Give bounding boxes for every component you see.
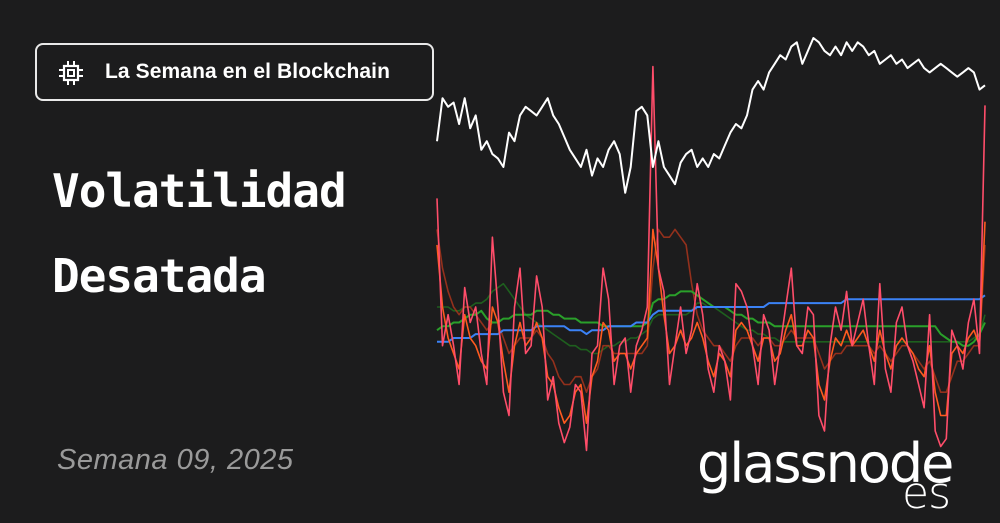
series-vol-3m bbox=[436, 290, 986, 347]
series-badge: La Semana en el Blockchain bbox=[35, 43, 434, 101]
series-vol-1y bbox=[437, 294, 986, 343]
page-title-line1: Volatilidad bbox=[52, 164, 347, 218]
badge-label: La Semana en el Blockchain bbox=[105, 60, 391, 83]
series-vol-2w bbox=[436, 221, 986, 425]
chip-icon bbox=[59, 61, 83, 85]
series-vol-1w bbox=[436, 65, 986, 452]
logo-suffix: es bbox=[902, 468, 951, 519]
week-label: Semana 09, 2025 bbox=[57, 444, 294, 476]
page-title-line2: Desatada bbox=[52, 249, 267, 303]
series-price bbox=[436, 37, 986, 194]
glassnode-logo: glassnode bbox=[697, 432, 954, 495]
